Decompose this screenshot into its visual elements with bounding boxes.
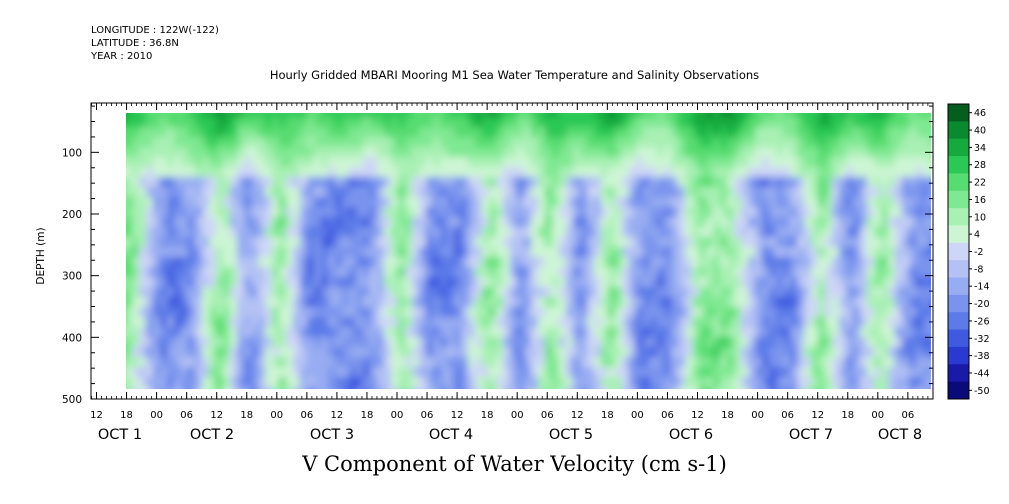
x-hour-label: 06: [901, 410, 914, 421]
x-day-label: OCT 5: [549, 427, 593, 443]
colorbar-label: -26: [974, 316, 990, 327]
colorbar-swatch: [948, 121, 969, 140]
x-hour-label: 12: [691, 410, 704, 421]
colorbar-swatch: [948, 242, 969, 261]
colorbar-swatch: [948, 364, 969, 383]
x-hour-label: 18: [120, 410, 133, 421]
colorbar-label: -20: [974, 299, 990, 310]
colorbar-label: -8: [974, 264, 983, 275]
colorbar-label: 4: [974, 230, 980, 241]
colorbar-swatch: [948, 138, 969, 157]
axes: 12 18 00 06 12 18 00 06 12 18 00 06 12 18 00 06 12 18 00 06…: [62, 103, 934, 443]
x-day-label: OCT 6: [669, 427, 713, 443]
x-hour-label: 12: [811, 410, 824, 421]
y-axis-label: DEPTH (m): [35, 227, 47, 284]
x-day-label: OCT 2: [190, 427, 234, 443]
colorbar-swatch: [948, 329, 969, 348]
longitude-label: LONGITUDE : 122W(-122): [91, 25, 219, 36]
colorbar-label: 16: [974, 195, 986, 206]
x-hour-label: 12: [210, 410, 223, 421]
colorbar-swatch: [948, 190, 969, 209]
x-hour-label: 06: [300, 410, 313, 421]
colorbar-swatch: [948, 208, 969, 226]
x-hour-label: 00: [631, 410, 644, 421]
x-hour-label: 06: [541, 410, 554, 421]
colorbar-label: 28: [974, 160, 986, 171]
latitude-label: LATITUDE : 36.8N: [91, 38, 179, 49]
colorbar-swatch: [948, 381, 969, 400]
x-hour-label: 18: [721, 410, 734, 421]
y-tick-label: 100: [62, 147, 82, 159]
colorbar-label: 46: [974, 108, 986, 119]
colorbar-swatch: [948, 277, 969, 296]
x-hour-label: 18: [601, 410, 614, 421]
x-hour-label: 18: [841, 410, 854, 421]
x-hour-label: 06: [421, 410, 434, 421]
x-axis-label: V Component of Water Velocity (cm s-1): [302, 452, 727, 476]
colorbar-swatch: [948, 225, 969, 244]
colorbar-label: 22: [974, 178, 986, 189]
x-day-label: OCT 7: [789, 427, 833, 443]
x-day-label: OCT 4: [429, 427, 473, 443]
x-hour-label: 06: [180, 410, 193, 421]
colorbar-label: 34: [974, 143, 986, 154]
colorbar-label: -32: [974, 334, 990, 345]
colorbar-swatch: [948, 346, 969, 365]
colorbar-label: 10: [974, 212, 986, 223]
x-hour-label: 00: [511, 410, 524, 421]
colorbar-swatch: [948, 173, 969, 192]
colorbar-swatch: [948, 312, 969, 331]
colorbar: 46 40 34 28 22 16 10 4 -2 -8 -14 -20 -26 -32 -38 -44 -50: [947, 103, 990, 400]
y-tick-label: 200: [62, 209, 82, 221]
x-hour-label: 06: [781, 410, 794, 421]
colorbar-swatch: [948, 294, 969, 313]
x-hour-label: 00: [871, 410, 884, 421]
colorbar-label: -50: [974, 386, 990, 397]
heatmap-cells: [126, 113, 931, 389]
colorbar-swatch: [948, 260, 969, 279]
x-hour-label: 18: [361, 410, 374, 421]
y-tick-label: 400: [62, 332, 82, 344]
x-hour-label: 12: [90, 410, 103, 421]
colorbar-label: -38: [974, 351, 990, 362]
colorbar-label: -2: [974, 247, 983, 258]
x-hour-label: 18: [481, 410, 494, 421]
x-hour-label: 00: [391, 410, 404, 421]
x-day-label: OCT 1: [98, 427, 142, 443]
chart-title: Hourly Gridded MBARI Mooring M1 Sea Wate…: [269, 68, 760, 82]
x-hour-label: 00: [270, 410, 283, 421]
x-hour-label: 06: [661, 410, 674, 421]
x-day-label: OCT 3: [310, 427, 354, 443]
y-tick-label: 300: [62, 271, 82, 283]
colorbar-swatch: [948, 104, 969, 122]
x-hour-label: 12: [571, 410, 584, 421]
colorbar-swatch: [948, 156, 969, 174]
colorbar-label: -14: [974, 282, 990, 293]
x-hour-label: 18: [240, 410, 253, 421]
heatmap-field: [126, 113, 931, 389]
x-hour-label: 00: [751, 410, 764, 421]
y-tick-label: 500: [62, 394, 82, 406]
x-day-label: OCT 8: [878, 427, 922, 443]
x-hour-label: 12: [451, 410, 464, 421]
x-hour-label: 00: [150, 410, 163, 421]
year-label: YEAR : 2010: [91, 51, 153, 62]
colorbar-label: -44: [974, 368, 990, 379]
x-hour-label: 12: [331, 410, 344, 421]
colorbar-label: 40: [974, 126, 986, 137]
